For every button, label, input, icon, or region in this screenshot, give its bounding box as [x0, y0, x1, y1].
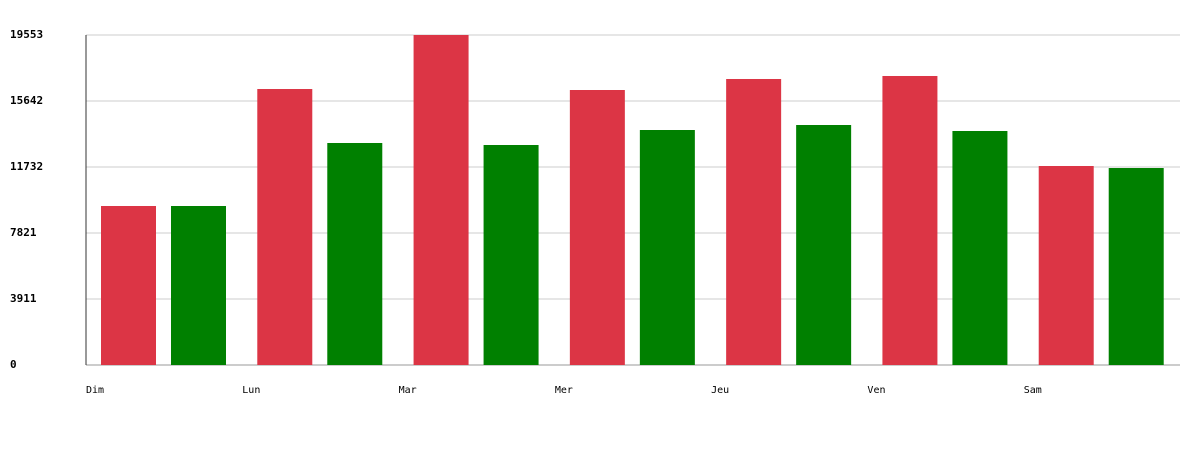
bar — [639, 130, 695, 365]
y-tick-label: 11732 — [10, 160, 43, 173]
x-tick-label: Dim — [86, 385, 104, 396]
bar — [882, 75, 938, 365]
x-tick-label: Mer — [555, 385, 573, 396]
y-tick-label: 7821 — [10, 226, 37, 239]
y-tick-label: 3911 — [10, 292, 37, 305]
x-tick-label: Sam — [1024, 385, 1042, 396]
bar — [413, 35, 469, 365]
bar — [327, 142, 383, 365]
x-tick-label: Mar — [399, 385, 417, 396]
bar — [171, 205, 226, 365]
bar — [726, 78, 782, 366]
x-tick-label: Ven — [867, 385, 885, 396]
bar — [101, 205, 156, 365]
x-tick-label: Jeu — [711, 385, 729, 396]
bar — [1108, 168, 1164, 365]
y-tick-label: 19553 — [10, 28, 43, 41]
y-tick-label: 15642 — [10, 94, 43, 107]
bar — [483, 145, 539, 365]
x-tick-label: Lun — [242, 385, 260, 396]
bar — [1038, 166, 1094, 365]
bar — [952, 130, 1008, 365]
bar — [796, 125, 852, 365]
y-tick-label: 0 — [10, 358, 17, 371]
bar — [569, 90, 625, 366]
bar — [257, 89, 313, 366]
